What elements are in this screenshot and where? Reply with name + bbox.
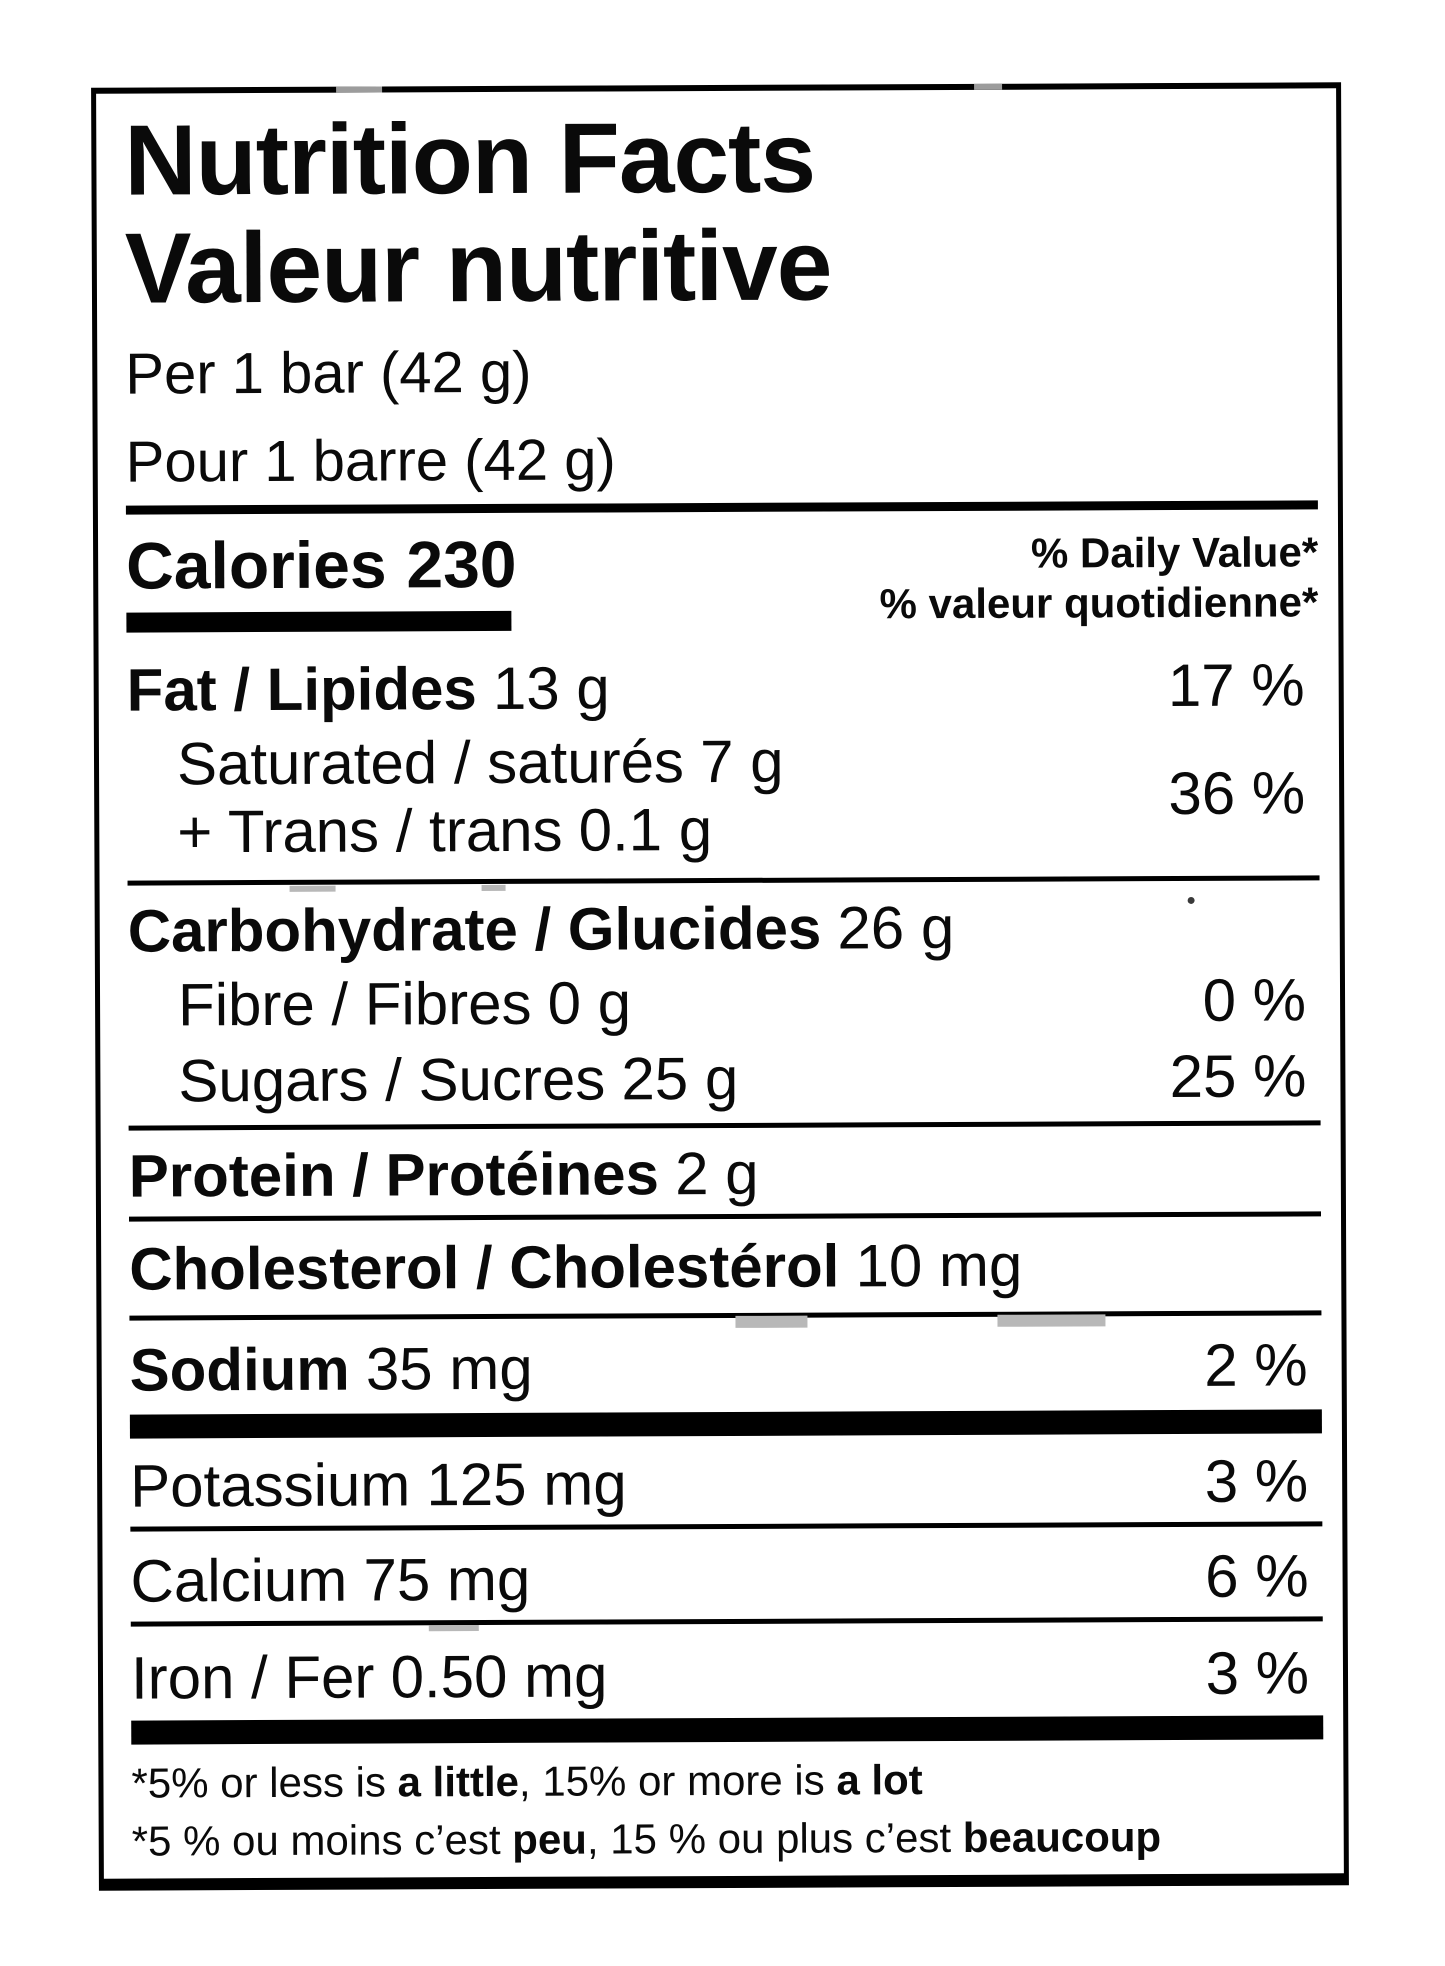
nutrient-name: + Trans / trans: [177, 796, 563, 866]
nutrient-amount: 7 g: [700, 727, 784, 796]
trans-line: + Trans / trans 0.1 g: [177, 796, 784, 867]
nutrient-amount: 25 g: [621, 1044, 739, 1113]
calories-underline: [126, 610, 512, 633]
daily-value-header-french: % valeur quotidienne*: [879, 578, 1319, 628]
row-iron-text: Iron / Fer 0.50 mg: [130, 1642, 608, 1712]
scan-artifact-rule-cholesterol-1: [735, 1315, 808, 1328]
row-potassium-text: Potassium 125 mg: [130, 1450, 627, 1520]
serving-size-french: Pour 1 barre (42 g): [125, 427, 616, 495]
nutrient-name: Fibre / Fibres: [177, 969, 532, 1039]
footnote-french: *5 % ou moins c’est peu, 15 % ou plus c’…: [132, 1811, 1324, 1866]
calories-value: 230: [406, 526, 517, 602]
row-sugars-text: Sugars / Sucres 25 g: [128, 1044, 739, 1115]
row-sodium-text: Sodium 35 mg: [129, 1334, 533, 1404]
footnote-fr-bold2: beaucoup: [962, 1813, 1162, 1861]
row-cholesterol: Cholesterol / Cholestérol 10 mg: [129, 1231, 1321, 1303]
footnote-en-part1: *5% or less is: [131, 1758, 398, 1807]
row-carbohydrate: Carbohydrate / Glucides 26 g: [127, 893, 1320, 965]
row-sodium: Sodium 35 mg 2 %: [129, 1331, 1322, 1404]
separator-protein-cholesterol: [128, 1211, 1322, 1222]
row-saturated-trans: Saturated / saturés 7 g + Trans / trans 0.…: [127, 725, 1320, 866]
nutrient-name: Cholesterol / Cholestérol: [129, 1232, 840, 1303]
footnote-fr-bold1: peu: [512, 1815, 588, 1863]
separator-iron-footnote: [131, 1715, 1324, 1745]
scan-artifact-rule-calcium: [428, 1625, 479, 1632]
title-french: Valeur nutritive: [124, 209, 832, 325]
row-fibre-text: Fibre / Fibres 0 g: [128, 969, 632, 1039]
nutrient-amount: 13 g: [492, 654, 610, 722]
calories-text: Calories 230: [126, 527, 517, 603]
nutrient-amount: 0.1 g: [578, 796, 713, 864]
nutrient-amount: 0 g: [547, 969, 632, 1037]
saturated-line: Saturated / saturés 7 g: [177, 728, 784, 799]
footnote-en-bold1: a little: [397, 1757, 520, 1806]
nutrient-name: Protein / Protéines: [128, 1140, 660, 1210]
daily-value-header: % Daily Value* % valeur quotidienne*: [879, 527, 1318, 629]
separator-sugars-protein: [128, 1120, 1321, 1131]
row-calcium-text: Calcium 75 mg: [130, 1545, 531, 1615]
nutrient-name: Carbohydrate / Glucides: [127, 894, 822, 965]
footnote-fr-part1: *5 % ou moins c’est: [131, 1815, 513, 1865]
separator-cholesterol-sodium: [129, 1310, 1322, 1321]
row-sugars: Sugars / Sucres 25 g 25 %: [128, 1042, 1320, 1115]
nutrient-amount: 35 mg: [365, 1334, 533, 1403]
daily-value-sodium: 2 %: [1204, 1331, 1308, 1399]
serving-size-english: Per 1 bar (42 g): [125, 339, 532, 407]
row-carbohydrate-text: Carbohydrate / Glucides 26 g: [127, 893, 955, 965]
row-saturated-trans-text: Saturated / saturés 7 g + Trans / trans 0.…: [127, 728, 784, 867]
calories-block: Calories 230: [126, 527, 517, 633]
row-potassium: Potassium 125 mg 3 %: [130, 1447, 1322, 1520]
nutrient-name: Iron / Fer: [130, 1643, 375, 1712]
nutrient-amount: 10 mg: [855, 1231, 1023, 1300]
nutrient-amount: 0.50 mg: [390, 1642, 608, 1711]
separator-potassium-calcium: [130, 1521, 1323, 1532]
nutrient-amount: 26 g: [837, 893, 955, 962]
scan-artifact-rule-cholesterol-2: [997, 1314, 1106, 1327]
row-calcium: Calcium 75 mg 6 %: [130, 1542, 1322, 1615]
row-cholesterol-text: Cholesterol / Cholestérol 10 mg: [129, 1231, 1023, 1303]
nutrient-name: Fat / Lipides: [126, 655, 477, 724]
scan-artifact-top-border-2: [974, 83, 1003, 90]
daily-value-header-english: % Daily Value*: [1030, 528, 1319, 577]
separator-sodium-potassium: [129, 1409, 1322, 1439]
nutrient-amount: 125 mg: [426, 1450, 627, 1519]
daily-value-potassium: 3 %: [1204, 1447, 1309, 1515]
nutrition-facts-label: Nutrition Facts Valeur nutritive Per 1 b…: [91, 82, 1349, 1891]
separator-serving: [125, 500, 1318, 515]
scan-artifact-rule-trans-1: [289, 885, 336, 892]
row-protein: Protein / Protéines 2 g: [128, 1139, 1321, 1210]
row-protein-text: Protein / Protéines 2 g: [128, 1139, 759, 1210]
footnote-en-bold2: a lot: [836, 1756, 923, 1804]
title-english: Nutrition Facts: [124, 101, 816, 217]
daily-value-iron: 3 %: [1205, 1639, 1310, 1707]
row-fat: Fat / Lipides 13 g 17 %: [126, 651, 1319, 724]
nutrient-amount: 75 mg: [363, 1545, 531, 1614]
separator-fat-carbohydrate: [127, 875, 1320, 886]
daily-value-saturated-trans: 36 %: [1168, 759, 1306, 828]
calories-row: Calories 230 % Daily Value* % valeur quot…: [126, 527, 1318, 633]
scan-artifact-rule-trans-2: [481, 884, 506, 892]
footnote-en-part2: , 15% or more is: [518, 1756, 837, 1805]
row-iron: Iron / Fer 0.50 mg 3 %: [130, 1639, 1323, 1712]
nutrient-name: Sugars / Sucres: [178, 1045, 606, 1115]
row-fat-text: Fat / Lipides 13 g: [126, 654, 610, 724]
row-fibre: Fibre / Fibres 0 g 0 %: [128, 966, 1320, 1039]
nutrient-name: Calcium: [130, 1546, 348, 1615]
daily-value-sugars: 25 %: [1169, 1042, 1307, 1111]
daily-value-calcium: 6 %: [1205, 1542, 1309, 1610]
nutrient-name: Potassium: [130, 1451, 411, 1520]
nutrient-name: Saturated / saturés: [176, 728, 685, 798]
separator-calcium-iron: [130, 1616, 1323, 1627]
calories-label: Calories: [125, 527, 387, 603]
scan-artifact-dot: [1187, 896, 1195, 904]
nutrient-amount: 2 g: [674, 1139, 759, 1208]
scan-artifact-top-border-1: [336, 86, 383, 93]
daily-value-fibre: 0 %: [1202, 966, 1307, 1034]
footnote-fr-part2: , 15 % ou plus c’est: [586, 1813, 963, 1863]
nutrient-name: Sodium: [129, 1335, 350, 1404]
footnote-english: *5% or less is a little, 15% or more is …: [131, 1753, 1323, 1808]
daily-value-fat: 17 %: [1167, 651, 1305, 720]
